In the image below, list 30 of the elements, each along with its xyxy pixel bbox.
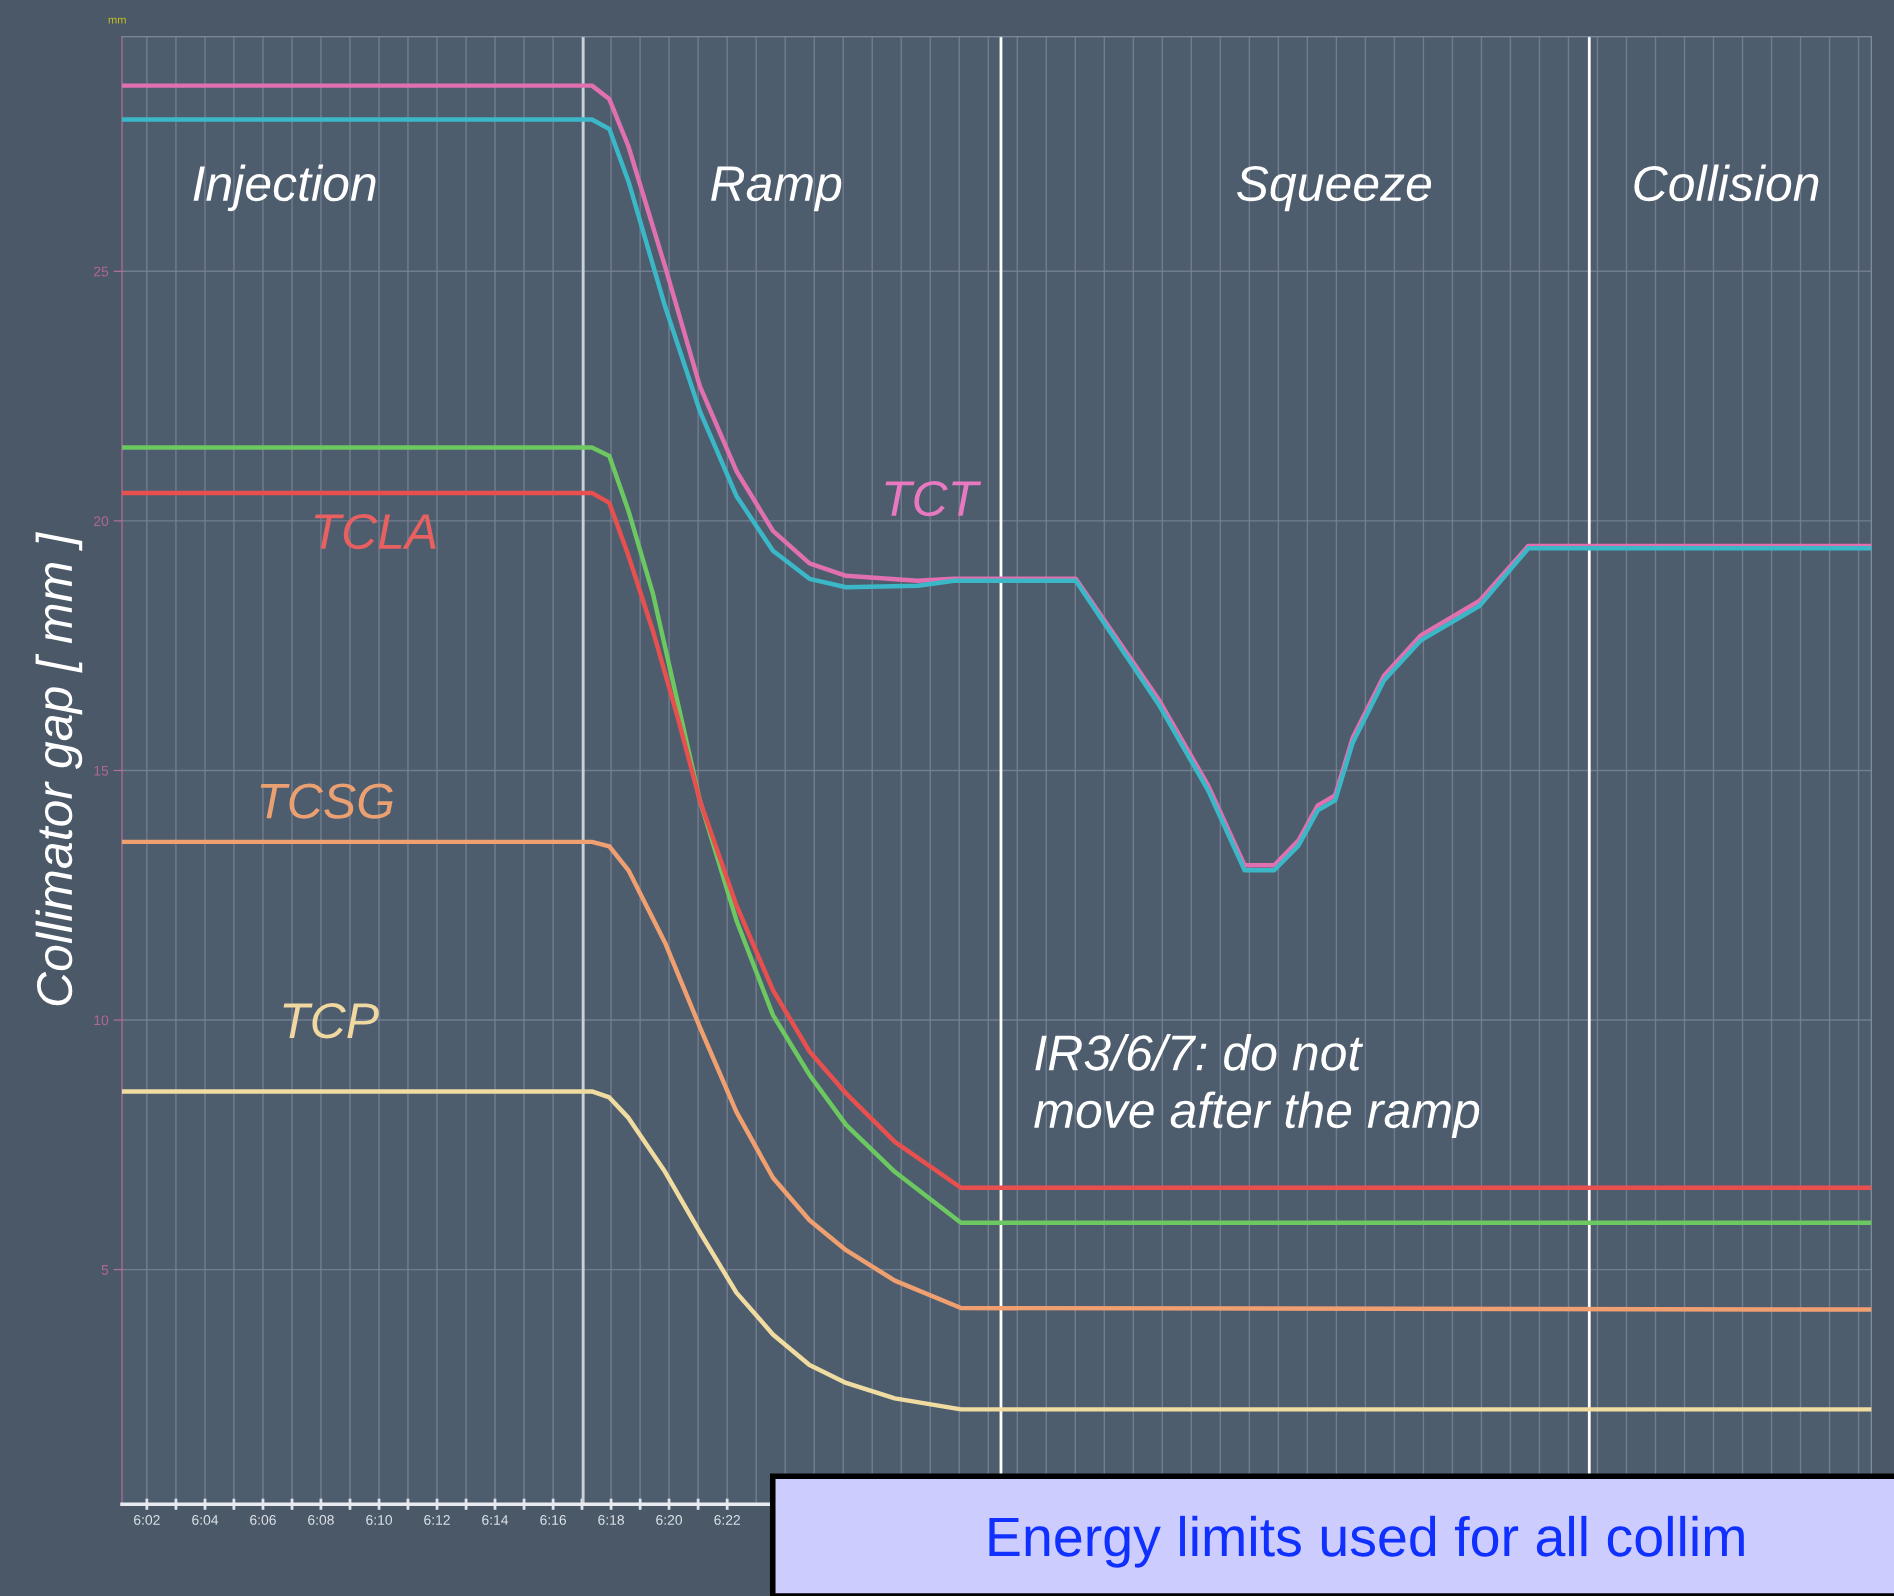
series-label: TCLA	[314, 513, 436, 550]
x-tick-label: 6:20	[656, 1515, 683, 1525]
series-label: TCT	[885, 480, 982, 517]
x-tick-label: 6:06	[250, 1515, 276, 1525]
y-tick-label: 15	[94, 765, 109, 776]
annotation: IR3/6/7: do not move after the ramp	[1034, 1033, 1480, 1139]
x-tick-label: 6:02	[134, 1515, 160, 1525]
y-tick-label: 10	[94, 1015, 109, 1026]
y-tick-label: 5	[101, 1265, 109, 1275]
x-tick-label: 6:22	[714, 1515, 740, 1525]
x-tick-label: 6:16	[540, 1515, 567, 1525]
text: Energy limits used for all collim	[989, 1515, 1744, 1568]
series-label: TCP	[283, 1003, 379, 1039]
x-tick-label: 6:14	[482, 1515, 509, 1525]
x-tick-label: 6:04	[192, 1515, 219, 1525]
line-series	[121, 839, 1872, 1312]
series-label: TCSG	[260, 783, 393, 819]
x-tick-label: 6:12	[424, 1515, 450, 1525]
x-tick-label: 6:18	[598, 1515, 624, 1525]
annotation: Collision	[1634, 164, 1819, 202]
annotation: Squeeze	[1236, 165, 1432, 212]
y-axis-title: Collimator gap [ mm ]	[35, 531, 83, 1006]
annotation: Ramp	[711, 166, 842, 212]
text: mm	[108, 17, 126, 24]
x-tick-label: 6:08	[308, 1515, 334, 1525]
annotation: Injection	[193, 164, 376, 212]
y-tick-label: 20	[94, 516, 109, 527]
line-series	[121, 1089, 1872, 1412]
x-tick-label: 6:10	[366, 1515, 393, 1525]
y-tick-label: 25	[94, 266, 109, 277]
